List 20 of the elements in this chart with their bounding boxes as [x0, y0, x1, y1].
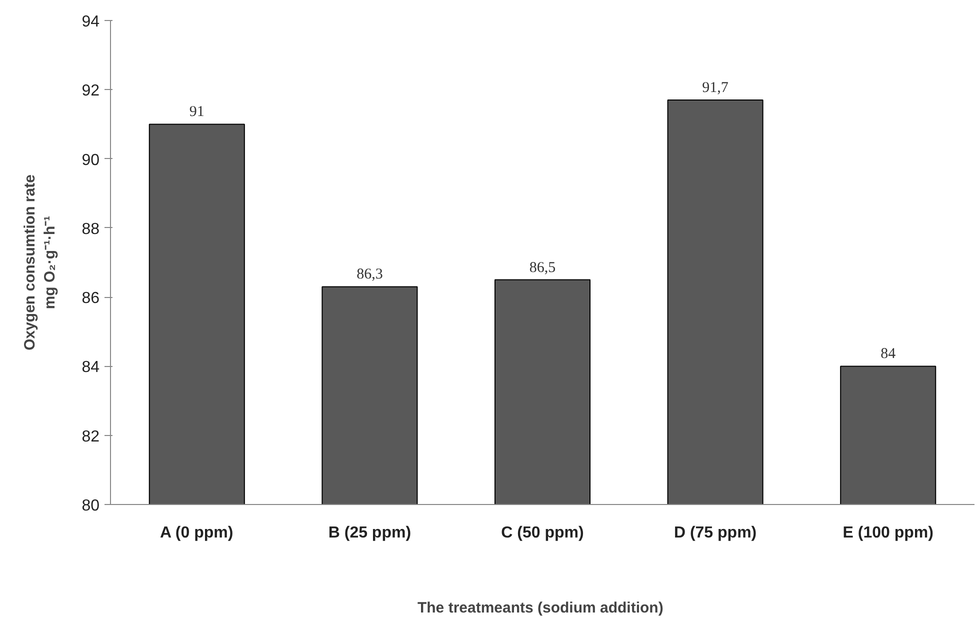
x-tick-label: C (50 ppm): [501, 524, 584, 542]
x-axis-title: The treatmeants (sodium addition): [417, 600, 664, 616]
x-tick-label: D (75 ppm): [674, 524, 757, 542]
data-label: 84: [880, 346, 896, 362]
data-label: 86,3: [356, 266, 383, 283]
data-label: 91,7: [702, 80, 729, 96]
y-tick-label: 80: [82, 498, 100, 514]
data-label: 86,5: [529, 260, 556, 276]
x-tick-label: E (100 ppm): [842, 524, 934, 542]
x-tick-label: A (0 ppm): [160, 524, 234, 542]
y-tick-label: 84: [82, 359, 100, 376]
y-tick-label: 82: [82, 428, 100, 446]
y-axis-title: Oxygen consumtion rate mg O₂·g⁻¹·h⁻¹: [21, 174, 59, 350]
y-tick-label: 94: [82, 14, 100, 30]
y-tick-label: 86: [82, 290, 100, 308]
x-tick-label: B (25 ppm): [328, 524, 412, 542]
y-tick-label: 88: [82, 220, 100, 238]
data-label: 91: [189, 104, 204, 120]
y-tick-label: 92: [82, 82, 100, 100]
y-tick-label: 90: [82, 152, 100, 169]
